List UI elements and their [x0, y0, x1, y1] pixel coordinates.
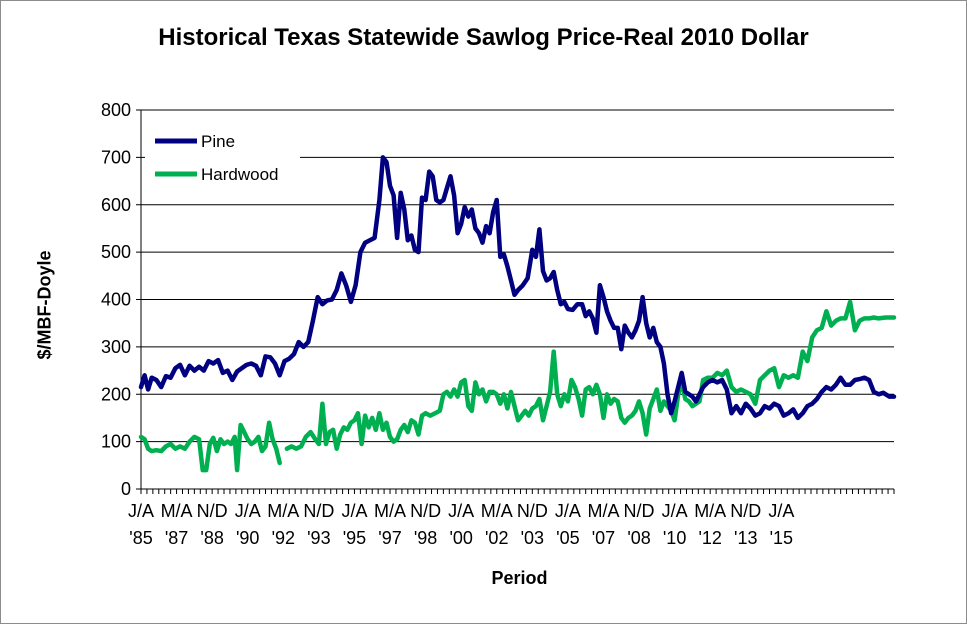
x-tick-label: J/A	[341, 501, 367, 521]
x-tick-label: '90	[236, 528, 259, 548]
series-line-hardwood	[138, 299, 897, 473]
x-tick-label: N/D	[517, 501, 548, 521]
x-tick-label: '08	[627, 528, 650, 548]
y-tick-label: 0	[121, 479, 131, 499]
chart-title: Historical Texas Statewide Sawlog Price-…	[158, 24, 809, 51]
x-tick-label: M/A	[587, 501, 619, 521]
x-tick-label: '88	[200, 528, 223, 548]
x-tick-label: N/D	[303, 501, 334, 521]
x-tick-label: J/A	[448, 501, 474, 521]
x-tick-label: J/A	[128, 501, 154, 521]
legend-box	[145, 122, 300, 192]
y-tick-label: 600	[101, 195, 131, 215]
x-tick-label: '12	[698, 528, 721, 548]
x-tick-label: M/A	[267, 501, 299, 521]
x-tick-label: J/A	[555, 501, 581, 521]
y-tick-label: 300	[101, 337, 131, 357]
x-tick-label: J/A	[768, 501, 794, 521]
y-tick-label: 700	[101, 147, 131, 167]
x-tick-label: '97	[378, 528, 401, 548]
y-tick-label: 200	[101, 384, 131, 404]
x-tick-label: '13	[734, 528, 757, 548]
x-tick-label: M/A	[161, 501, 193, 521]
x-tick-label: '93	[307, 528, 330, 548]
series-line-pine	[138, 155, 897, 421]
x-tick-label: J/A	[662, 501, 688, 521]
x-tick-label: '87	[165, 528, 188, 548]
x-axis-label: Period	[491, 568, 548, 588]
x-tick-label: '98	[414, 528, 437, 548]
x-tick-label: '07	[592, 528, 615, 548]
x-tick-label: M/A	[481, 501, 513, 521]
x-tick-label: N/D	[410, 501, 441, 521]
y-tick-label: 800	[101, 100, 131, 120]
x-tick-label: '03	[521, 528, 544, 548]
x-tick-label: '10	[663, 528, 686, 548]
x-tick-label: '05	[556, 528, 579, 548]
x-tick-label: J/A	[235, 501, 261, 521]
x-tick-label: M/A	[694, 501, 726, 521]
y-tick-label: 500	[101, 242, 131, 262]
x-tick-label: N/D	[197, 501, 228, 521]
x-tick-label: '85	[129, 528, 152, 548]
x-tick-label: '02	[485, 528, 508, 548]
legend-label-hardwood: Hardwood	[201, 165, 279, 184]
x-tick-label: '00	[449, 528, 472, 548]
x-tick-label: N/D	[624, 501, 655, 521]
y-tick-label: 400	[101, 290, 131, 310]
x-tick-label: '15	[770, 528, 793, 548]
y-tick-label: 100	[101, 432, 131, 452]
x-tick-label: '92	[272, 528, 295, 548]
x-tick-label: M/A	[374, 501, 406, 521]
legend-label-pine: Pine	[201, 132, 235, 151]
x-tick-label: '95	[343, 528, 366, 548]
x-tick-label: N/D	[730, 501, 761, 521]
